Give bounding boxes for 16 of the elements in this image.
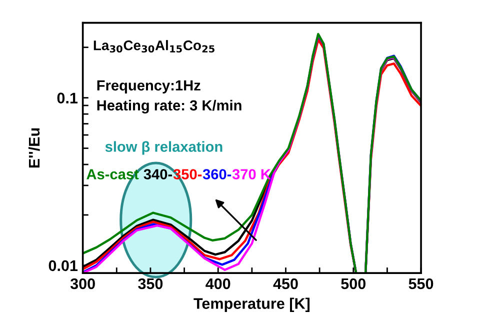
x-tick-label: 400 (206, 278, 230, 290)
y-axis-title: E''/Eu (28, 128, 40, 168)
x-tick-label: 350 (138, 278, 163, 290)
x-tick-label: 450 (273, 278, 298, 290)
annotation: slow β relaxation (105, 141, 222, 155)
text: 340- (144, 169, 172, 180)
x-tick-label: 550 (408, 278, 434, 290)
x-axis-title: Temperature [K] (194, 298, 310, 312)
annotation: Frequency:1Hz (97, 80, 200, 94)
annotation: La$_{30}$Ce$_{30}$Al$_{15}$Co$_{25}$ (94, 40, 214, 53)
y-tick-label: 0.01 (48, 260, 78, 272)
x-tick-label: 500 (341, 278, 366, 290)
annotation: Heating rate: 3 K/min (97, 100, 242, 114)
x-tick-label: 300 (70, 278, 95, 290)
text: 360- (202, 169, 232, 180)
y-tick-label: 0.1 (57, 92, 78, 104)
